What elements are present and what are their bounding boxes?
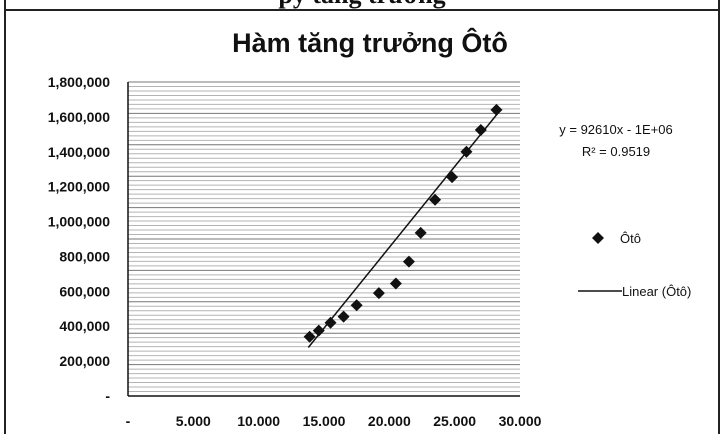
chart-title: Hàm tăng trưởng Ôtô: [232, 27, 508, 58]
y-tick-label: 1,600,000: [48, 109, 110, 125]
legend-label-trend: Linear (Ôtô): [622, 284, 691, 299]
x-tick-label: 30.000: [499, 413, 542, 429]
data-point: [446, 171, 459, 184]
data-point: [474, 123, 487, 136]
y-tick-label: -: [105, 388, 110, 404]
data-point: [303, 330, 316, 343]
y-tick-labels: - 200,000 400,000 600,000 800,000 1,000,000 1,…: [48, 74, 111, 404]
page-frame: [4, 0, 720, 434]
y-tick-label: 200,000: [59, 353, 110, 369]
cut-off-heading: py tăng trưởng: [0, 0, 724, 10]
y-tick-label: 600,000: [59, 283, 110, 299]
data-point: [414, 226, 427, 239]
top-rule: [4, 9, 720, 11]
y-tick-label: 1,000,000: [48, 214, 110, 230]
y-tick-label: 400,000: [59, 318, 110, 334]
trend-equation: y = 92610x - 1E+06: [559, 122, 672, 137]
data-point: [429, 193, 442, 206]
x-tick-label: 25.000: [433, 413, 476, 429]
data-point: [460, 145, 473, 158]
x-tick-label: 15.000: [303, 413, 346, 429]
y-tick-label: 1,800,000: [48, 74, 110, 90]
gridlines: [128, 81, 520, 397]
data-point: [372, 287, 385, 300]
x-tick-label: 5.000: [176, 413, 211, 429]
data-point: [350, 299, 363, 312]
x-tick-label: 10.000: [237, 413, 280, 429]
x-tick-label: 20.000: [368, 413, 411, 429]
legend-diamond-icon: [592, 232, 604, 244]
data-point: [337, 310, 350, 323]
data-points: [303, 103, 503, 343]
data-point: [324, 316, 337, 329]
x-tick-labels: - 5.000 10.000 15.000 20.000 25.000 30.000: [126, 413, 542, 429]
x-tick-label: -: [126, 413, 131, 429]
data-point: [389, 277, 402, 290]
data-point: [312, 324, 325, 337]
legend: Ôtô Linear (Ôtô): [578, 231, 691, 299]
y-tick-label: 1,400,000: [48, 144, 110, 160]
y-tick-label: 800,000: [59, 248, 110, 264]
y-tick-label: 1,200,000: [48, 179, 110, 195]
legend-label-series: Ôtô: [620, 231, 641, 246]
data-point: [490, 103, 503, 116]
data-point: [402, 255, 415, 268]
r-squared: R² = 0.9519: [582, 144, 650, 159]
